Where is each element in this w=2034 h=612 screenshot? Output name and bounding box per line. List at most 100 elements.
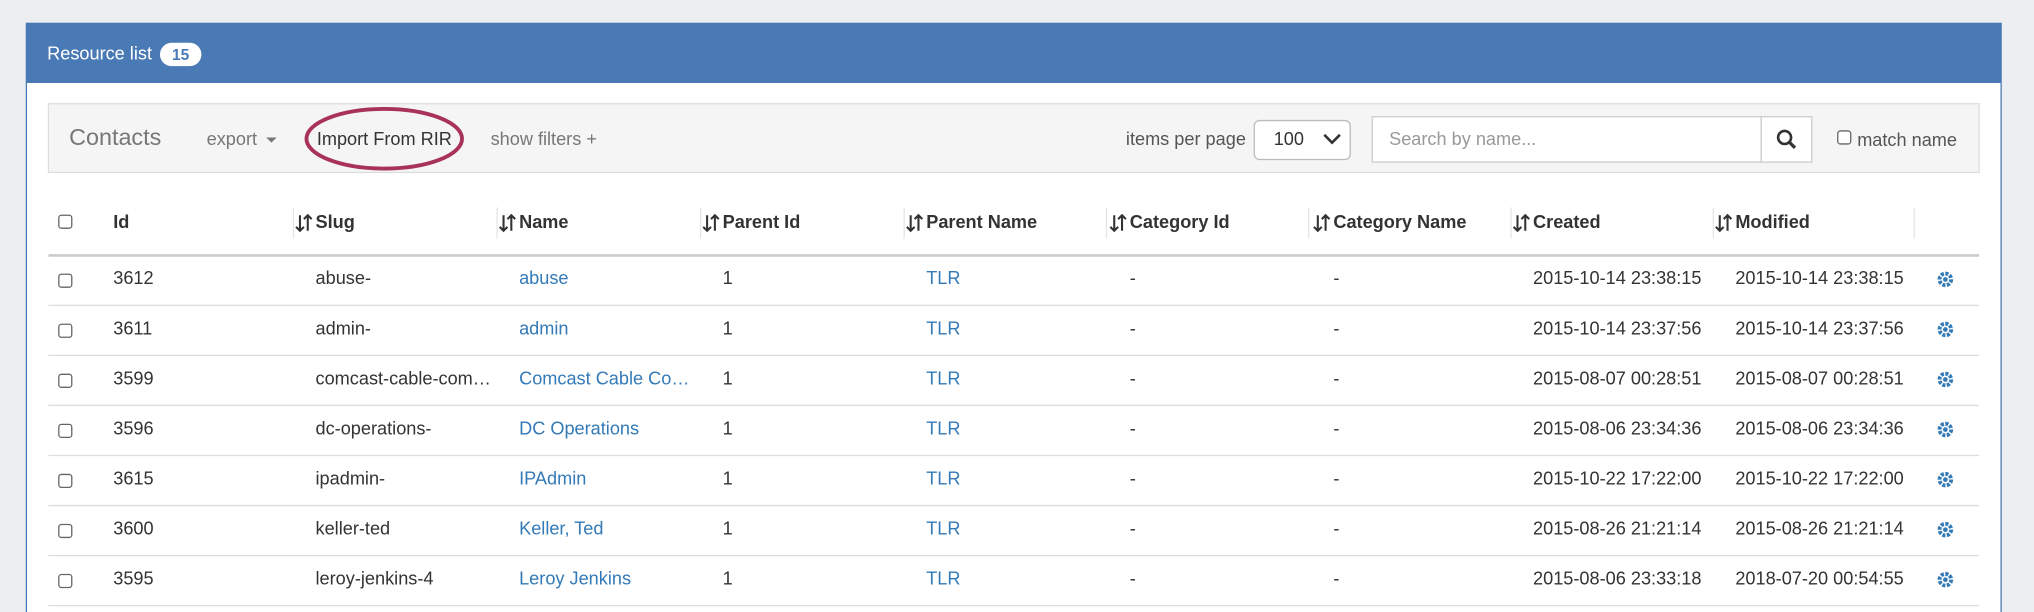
cell: abuse- bbox=[316, 268, 371, 288]
cell: 2015-08-07 00:28:51 bbox=[1735, 368, 1903, 388]
cell: 2015-10-14 23:38:15 bbox=[1735, 268, 1903, 288]
gear-icon[interactable] bbox=[1937, 271, 1954, 288]
row-checkbox[interactable] bbox=[58, 423, 73, 438]
row-checkbox[interactable] bbox=[58, 323, 73, 338]
items-select[interactable] bbox=[1253, 119, 1351, 161]
sort-icon bbox=[1715, 213, 1733, 233]
sort-icon bbox=[1109, 213, 1127, 233]
cell: 1 bbox=[723, 268, 733, 288]
import-button[interactable]: Import From RIR bbox=[317, 129, 452, 149]
cell: 2015-10-22 17:22:00 bbox=[1735, 468, 1903, 488]
gear-icon[interactable] bbox=[1937, 571, 1954, 588]
gear-icon[interactable] bbox=[1937, 321, 1954, 338]
panel-title: Resource list bbox=[47, 43, 152, 63]
column-header[interactable]: Category Id bbox=[1130, 212, 1230, 232]
sort-icon bbox=[702, 213, 720, 233]
cell-link[interactable]: TLR bbox=[926, 518, 960, 538]
row-checkbox[interactable] bbox=[58, 573, 73, 589]
search-input[interactable] bbox=[1371, 116, 1762, 163]
select-all-checkbox[interactable] bbox=[58, 214, 73, 229]
cell: 2015-08-06 23:34:36 bbox=[1735, 418, 1903, 438]
gear-icon[interactable] bbox=[1937, 421, 1954, 438]
row-checkbox[interactable] bbox=[58, 373, 73, 388]
search-icon-handle bbox=[1788, 141, 1797, 149]
highlight bbox=[304, 106, 464, 171]
cell-link[interactable]: TLR bbox=[926, 368, 960, 388]
gear-hub bbox=[1943, 577, 1948, 583]
cell: 3600 bbox=[113, 518, 153, 538]
badge bbox=[159, 42, 202, 67]
cell: - bbox=[1130, 569, 1136, 589]
cell-link[interactable]: admin bbox=[519, 318, 568, 338]
gear-icon[interactable] bbox=[1937, 471, 1954, 488]
cell-link[interactable]: DC Operations bbox=[519, 418, 639, 438]
column-header: Id bbox=[113, 212, 129, 232]
sort-icon bbox=[906, 213, 924, 233]
cell: 2015-08-26 21:21:14 bbox=[1533, 518, 1701, 538]
cell: 1 bbox=[723, 569, 733, 589]
cell-link[interactable]: TLR bbox=[926, 318, 960, 338]
match-checkbox[interactable] bbox=[1837, 130, 1852, 145]
column-header[interactable]: Parent Name bbox=[926, 212, 1037, 232]
cell: 2015-10-14 23:37:56 bbox=[1735, 318, 1903, 338]
cell: admin- bbox=[316, 318, 371, 338]
column-header[interactable]: Category Name bbox=[1333, 212, 1466, 232]
row-checkbox[interactable] bbox=[58, 523, 73, 539]
cell-link[interactable]: IPAdmin bbox=[519, 468, 586, 488]
cell: 1 bbox=[723, 418, 733, 438]
cell-link[interactable]: Comcast Cable Co… bbox=[519, 368, 689, 388]
cell-link[interactable]: abuse bbox=[519, 268, 568, 288]
export-button[interactable]: export bbox=[207, 129, 257, 149]
match-label: match name bbox=[1857, 130, 1957, 150]
search-button[interactable] bbox=[1760, 116, 1813, 163]
items-value: 100 bbox=[1274, 129, 1304, 149]
sort-icon bbox=[1512, 213, 1530, 233]
column-header[interactable]: Parent Id bbox=[723, 212, 801, 232]
cell: 1 bbox=[723, 318, 733, 338]
cell-link[interactable]: Keller, Ted bbox=[519, 518, 603, 538]
cell: 3599 bbox=[113, 368, 153, 388]
cell-link[interactable]: TLR bbox=[926, 569, 960, 589]
cell: - bbox=[1130, 368, 1136, 388]
cell: - bbox=[1333, 318, 1339, 338]
cell-link[interactable]: TLR bbox=[926, 468, 960, 488]
cell: - bbox=[1333, 368, 1339, 388]
column-header[interactable]: Created bbox=[1533, 212, 1601, 232]
column-header[interactable]: Slug bbox=[316, 212, 355, 232]
cell-link[interactable]: TLR bbox=[926, 268, 960, 288]
cell: 2015-10-14 23:37:56 bbox=[1533, 318, 1701, 338]
cell: 3611 bbox=[113, 318, 152, 338]
cell: 2018-07-20 00:54:55 bbox=[1735, 569, 1903, 589]
row-checkbox[interactable] bbox=[58, 273, 73, 288]
cell: - bbox=[1130, 468, 1136, 488]
cell: - bbox=[1333, 418, 1339, 438]
gear-hub bbox=[1943, 377, 1948, 382]
row-checkbox[interactable] bbox=[58, 473, 73, 489]
gear-icon[interactable] bbox=[1937, 521, 1954, 538]
cell: 2015-08-07 00:28:51 bbox=[1533, 368, 1701, 388]
show-filters-button[interactable]: show filters + bbox=[491, 129, 597, 149]
cell: 3595 bbox=[113, 569, 153, 589]
column-header[interactable]: Name bbox=[519, 212, 568, 232]
chevron bbox=[1323, 133, 1341, 145]
column-header[interactable]: Modified bbox=[1735, 212, 1810, 232]
cell: 3615 bbox=[113, 468, 153, 488]
cell: comcast-cable-com… bbox=[316, 368, 491, 388]
gear-hub bbox=[1943, 327, 1948, 332]
cell: 1 bbox=[723, 468, 733, 488]
cell: 2015-08-06 23:33:18 bbox=[1533, 569, 1701, 589]
cell: 2015-10-14 23:38:15 bbox=[1533, 268, 1701, 288]
items-label: items per page bbox=[1126, 129, 1246, 149]
cell: 2015-10-22 17:22:00 bbox=[1533, 468, 1701, 488]
cell: - bbox=[1130, 518, 1136, 538]
cell: keller-ted bbox=[316, 518, 391, 538]
cell: - bbox=[1333, 268, 1339, 288]
panel-header bbox=[26, 23, 2002, 83]
sort-icon bbox=[1313, 213, 1331, 233]
cell-link[interactable]: Leroy Jenkins bbox=[519, 569, 631, 589]
cell-link[interactable]: TLR bbox=[926, 418, 960, 438]
gear-icon[interactable] bbox=[1937, 371, 1954, 388]
cell: - bbox=[1333, 518, 1339, 538]
cell: 1 bbox=[723, 368, 733, 388]
